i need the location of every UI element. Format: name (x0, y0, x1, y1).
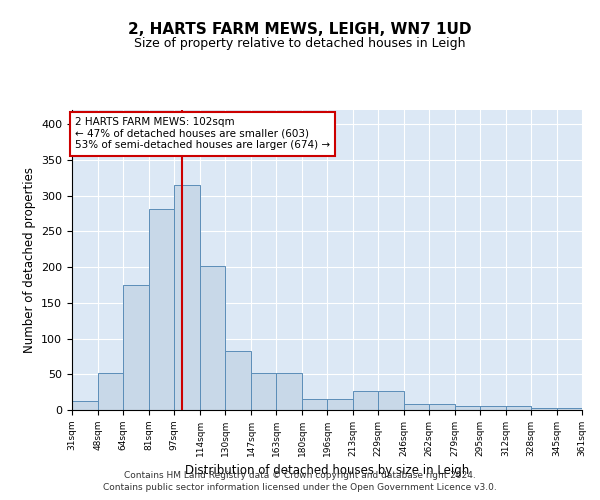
Bar (276, 373, 302, 410)
Text: Contains public sector information licensed under the Open Government Licence v3: Contains public sector information licen… (103, 483, 497, 492)
Text: Contains HM Land Registry data © Crown copyright and database right 2024.: Contains HM Land Registry data © Crown c… (124, 470, 476, 480)
Bar (200, 266, 225, 410)
Bar (429, 404, 455, 410)
Text: Size of property relative to detached houses in Leigh: Size of property relative to detached ho… (134, 38, 466, 51)
Bar (506, 406, 531, 410)
Bar (557, 408, 582, 410)
Bar (251, 373, 276, 410)
Bar (174, 185, 200, 410)
Bar (225, 352, 251, 410)
Bar (72, 402, 98, 410)
Text: 2 HARTS FARM MEWS: 102sqm
← 47% of detached houses are smaller (603)
53% of semi: 2 HARTS FARM MEWS: 102sqm ← 47% of detac… (75, 117, 330, 150)
Bar (123, 285, 149, 410)
Bar (327, 400, 353, 410)
Bar (480, 406, 506, 410)
Bar (98, 373, 123, 410)
Bar (302, 400, 327, 410)
Y-axis label: Number of detached properties: Number of detached properties (23, 167, 35, 353)
Bar (531, 408, 557, 410)
Bar (455, 406, 480, 410)
Bar (353, 392, 378, 410)
Text: 2, HARTS FARM MEWS, LEIGH, WN7 1UD: 2, HARTS FARM MEWS, LEIGH, WN7 1UD (128, 22, 472, 38)
X-axis label: Distribution of detached houses by size in Leigh: Distribution of detached houses by size … (185, 464, 469, 477)
Bar (149, 208, 174, 410)
Bar (378, 392, 404, 410)
Bar (404, 404, 429, 410)
